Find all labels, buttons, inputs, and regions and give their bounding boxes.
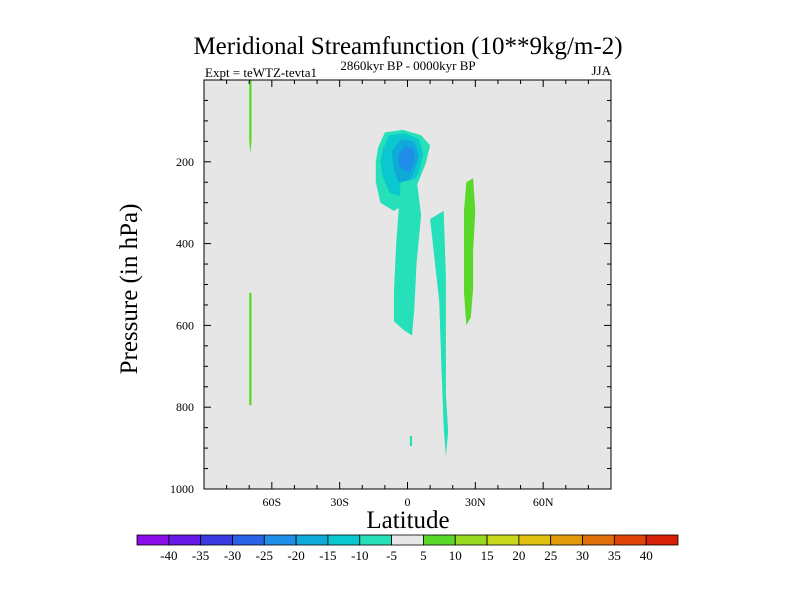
colorbar-label: 20 <box>512 548 525 563</box>
contour-region-negative-tongue-lower <box>393 178 422 336</box>
contour-region-negative-cell-nh-upper-core <box>398 145 415 172</box>
colorbar-label: 25 <box>544 548 557 563</box>
colorbar-label: -20 <box>287 548 304 563</box>
contour-regions <box>249 80 476 457</box>
colorbar-swatch <box>327 534 361 546</box>
colorbar-label: -35 <box>192 548 209 563</box>
colorbar-swatch <box>582 534 615 546</box>
y-tick-label: 1000 <box>170 482 194 496</box>
colorbar-label: 10 <box>449 548 462 563</box>
colorbar-swatch <box>454 534 488 546</box>
y-tick-label: 600 <box>176 318 194 332</box>
contour-region-negative-column-15n <box>430 210 449 457</box>
x-tick-label: 60S <box>262 495 281 509</box>
colorbar-label: -30 <box>224 548 241 563</box>
colorbar-label: -25 <box>256 548 273 563</box>
colorbar-swatch <box>645 534 679 546</box>
colorbar-swatch <box>295 534 329 546</box>
colorbar-swatch <box>136 534 170 546</box>
colorbar-label: -5 <box>386 548 397 563</box>
colorbar-swatch <box>200 534 233 546</box>
chart-title: Meridional Streamfunction (10**9kg/m-2) <box>193 33 622 60</box>
colorbar-swatch <box>550 534 583 546</box>
y-axis-label: Pressure (in hPa) <box>116 204 143 375</box>
chart-subtitle-left: Expt = teWTZ-tevta1 <box>205 65 317 80</box>
y-tick-label: 200 <box>176 155 194 169</box>
colorbar-swatch <box>486 534 520 546</box>
y-tick-label: 400 <box>176 237 194 251</box>
contour-region-negative-dot-near-equator <box>409 435 412 447</box>
colorbar-swatch <box>232 534 265 546</box>
x-tick-label: 30S <box>330 495 349 509</box>
colorbar-label: -15 <box>319 548 336 563</box>
x-tick-label: 0 <box>405 495 411 509</box>
contour-region-positive-strip-70s-upper <box>249 80 252 154</box>
colorbar-swatch <box>391 534 424 546</box>
plot-frame <box>203 79 612 490</box>
contour-region-positive-strip-70s-lower <box>249 292 252 406</box>
x-axis-label: Latitude <box>366 507 449 534</box>
colorbar: -40 -35 -30 -25 -20 -15 -10 -5 5 10 15 20 25 30 35 40 <box>136 534 679 563</box>
chart-subtitle-center: 2860kyr BP - 0000kyr BP <box>340 58 475 73</box>
colorbar-label: 40 <box>640 548 653 563</box>
x-tick-label: 30N <box>465 495 486 509</box>
x-tick-label: 60N <box>533 495 554 509</box>
colorbar-swatch <box>613 534 647 546</box>
colorbar-swatch <box>423 534 456 546</box>
colorbar-swatch <box>518 534 552 546</box>
y-tick-label: 800 <box>176 400 194 414</box>
colorbar-swatch <box>263 534 297 546</box>
colorbar-label: 35 <box>608 548 621 563</box>
colorbar-label: -10 <box>351 548 368 563</box>
colorbar-swatch <box>168 534 202 546</box>
contour-region-positive-band-27n <box>464 178 476 326</box>
colorbar-label: -40 <box>160 548 177 563</box>
colorbar-swatch <box>359 534 392 546</box>
colorbar-label: 5 <box>420 548 427 563</box>
colorbar-label: 15 <box>481 548 494 563</box>
chart-subtitle-right: JJA <box>591 63 611 78</box>
colorbar-label: 30 <box>576 548 589 563</box>
